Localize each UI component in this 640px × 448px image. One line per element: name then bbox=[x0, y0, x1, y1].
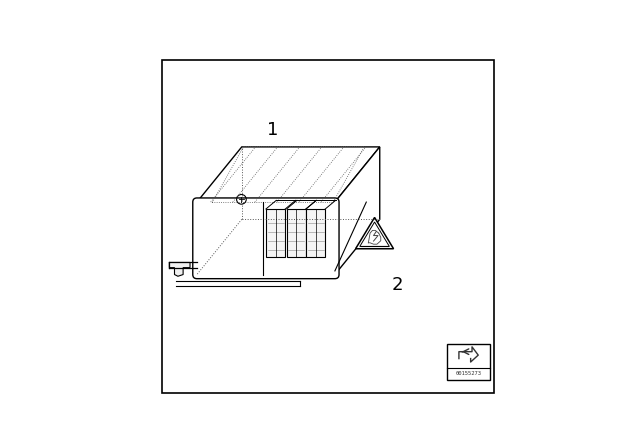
Bar bbox=[447, 344, 490, 380]
Polygon shape bbox=[197, 147, 380, 202]
Bar bbox=[266, 209, 285, 257]
Polygon shape bbox=[356, 217, 394, 249]
FancyBboxPatch shape bbox=[193, 198, 339, 279]
Text: 1: 1 bbox=[267, 121, 278, 138]
Bar bbox=[287, 209, 306, 257]
Text: 2: 2 bbox=[391, 276, 403, 294]
Text: 00155273: 00155273 bbox=[456, 371, 481, 376]
Polygon shape bbox=[170, 263, 190, 276]
Polygon shape bbox=[335, 147, 380, 275]
Polygon shape bbox=[197, 202, 335, 275]
Bar bbox=[306, 209, 325, 257]
Polygon shape bbox=[360, 222, 389, 246]
